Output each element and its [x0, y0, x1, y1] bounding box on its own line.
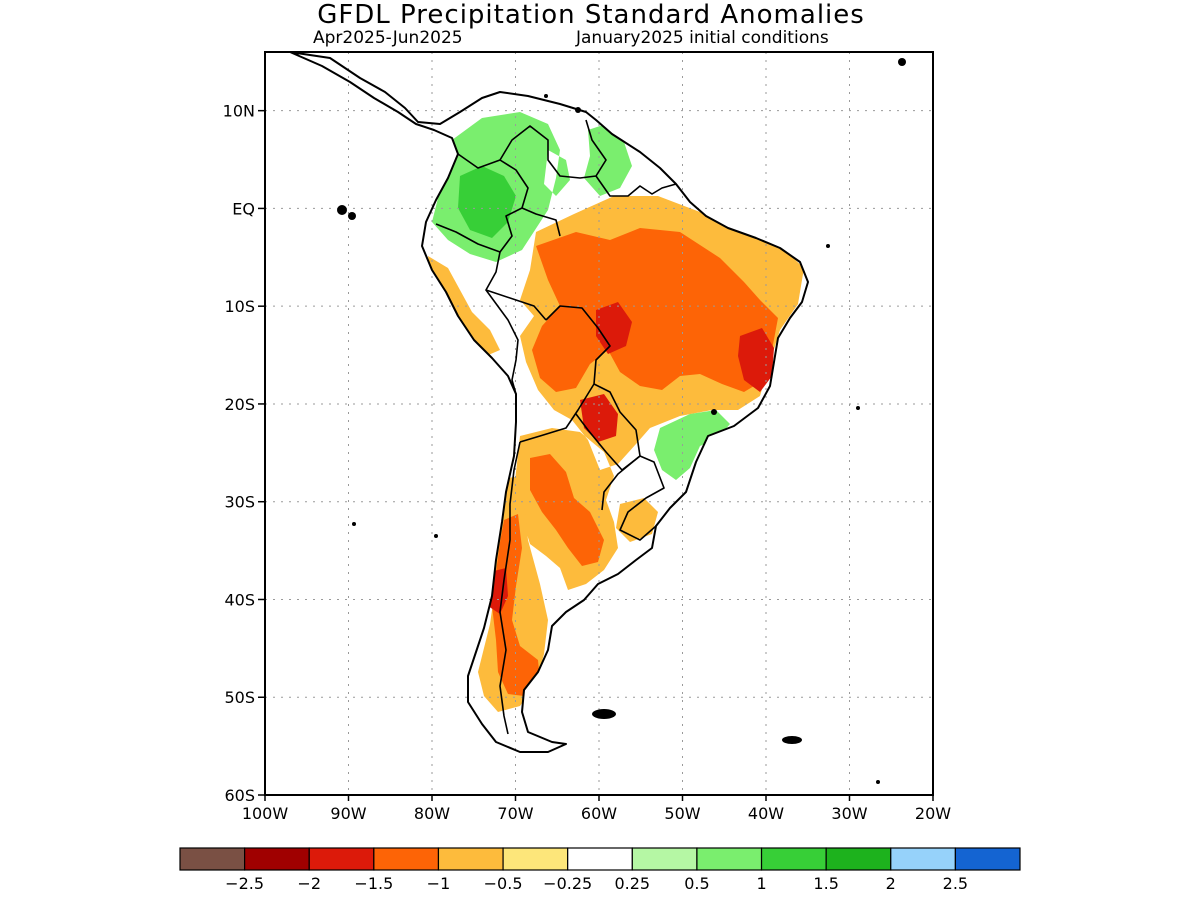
region-colombia-wet-core [458, 166, 516, 238]
lat-label: 10N [223, 102, 255, 121]
colorbar-swatch [502, 847, 569, 871]
lon-label: 20W [915, 804, 951, 823]
lon-label: 90W [330, 804, 366, 823]
islands [337, 58, 906, 784]
map-title: GFDL Precipitation Standard Anomalies [317, 0, 865, 30]
initial-conditions: January2025 initial conditions [576, 28, 829, 48]
colorbar-swatch [179, 847, 246, 871]
colorbar-swatch [696, 847, 763, 871]
colorbar-swatch [825, 847, 892, 871]
longitude-labels: 100W 90W 80W 70W 60W 50W 40W 30W 20W [242, 795, 951, 823]
colorbar-label: −2 [297, 874, 321, 893]
lat-label: 50S [224, 688, 255, 707]
colorbar-swatch [760, 847, 827, 871]
lat-label: 30S [224, 493, 255, 512]
colorbar-swatch [567, 847, 633, 871]
lon-label: 30W [831, 804, 867, 823]
lon-label: 50W [664, 804, 700, 823]
country-borders [435, 119, 677, 735]
colorbar-label: 0.25 [614, 874, 650, 893]
lon-label: 70W [497, 804, 533, 823]
colorbar [179, 847, 1021, 871]
colorbar-label: 0.5 [684, 874, 709, 893]
region-southeast-brazil-wet [654, 410, 730, 480]
colorbar-label: −1.5 [354, 874, 393, 893]
region-central-brazil-very-dry [530, 228, 778, 566]
colorbar-label: 1 [756, 874, 766, 893]
region-paraguay-driest [580, 394, 618, 442]
anomaly-shading [290, 52, 808, 752]
colorbar-swatch [244, 847, 310, 871]
colorbar-swatch [308, 847, 375, 871]
lat-label: EQ [232, 199, 255, 218]
forecast-period: Apr2025-Jun2025 [313, 28, 463, 48]
lat-label: 10S [224, 297, 255, 316]
coastline [289, 51, 809, 753]
lon-label: 60W [581, 804, 617, 823]
colorbar-label: −0.25 [543, 874, 592, 893]
latitude-labels: 10N EQ 10S 20S 30S 40S 50S 60S [223, 102, 265, 805]
lon-label: 100W [242, 804, 289, 823]
lon-label: 80W [414, 804, 450, 823]
region-bahia-driest [596, 302, 774, 392]
colorbar-label: 2.5 [943, 874, 968, 893]
colorbar-label: −2.5 [225, 874, 264, 893]
colorbar-swatch [954, 847, 1021, 871]
colorbar-label: 2 [886, 874, 896, 893]
lat-label: 40S [224, 590, 255, 609]
colorbar-labels: −2.5 −2 −1.5 −1 −0.5 −0.25 0.25 0.5 1 1.5 2 2.5 [225, 874, 968, 893]
colorbar-swatch [437, 847, 504, 871]
colorbar-swatch [373, 847, 440, 871]
lat-label: 60S [224, 786, 255, 805]
colorbar-swatch [631, 847, 698, 871]
region-andes-south-dry [492, 514, 540, 696]
lat-label: 20S [224, 395, 255, 414]
colorbar-swatch [890, 847, 956, 871]
colorbar-label: −1 [427, 874, 451, 893]
colorbar-label: 1.5 [813, 874, 838, 893]
colorbar-label: −0.5 [484, 874, 523, 893]
lon-label: 40W [748, 804, 784, 823]
